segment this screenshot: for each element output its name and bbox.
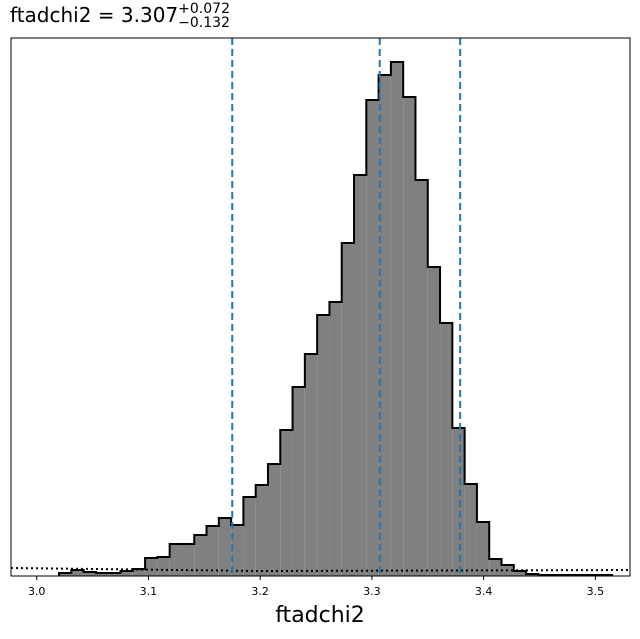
bar [157,557,170,576]
plot-frame [10,37,631,577]
x-tick-label: 3.2 [251,585,269,598]
bar [329,302,342,576]
bar [120,571,133,576]
bar [390,62,404,576]
bar [194,535,207,576]
bar [489,559,502,576]
bar [378,75,391,576]
title-sub: −0.132 [178,15,230,31]
bar [513,571,527,576]
bar [452,428,465,576]
bar [476,522,490,576]
bar [304,354,318,576]
bar [83,572,96,576]
bar [243,497,256,576]
x-tick-label: 3.4 [475,585,493,598]
bar [366,100,379,576]
bar [181,544,195,576]
bar [267,464,281,576]
x-tick-label: 3.1 [140,585,158,598]
title-sup: +0.072 [178,1,230,17]
bar [341,243,355,576]
x-tick-label: 3.3 [363,585,381,598]
bar [95,573,109,576]
bar [415,180,428,576]
bar [317,315,330,576]
prior-line [10,567,631,573]
bar [108,573,121,576]
title-main: ftadchi2 = 3.307 [10,3,178,27]
bar [292,387,305,576]
x-axis-label: ftadchi2 [275,603,365,628]
bar [464,484,477,576]
x-tick-label: 3.0 [28,585,46,598]
bar [231,525,244,576]
bar [427,267,441,576]
bar [169,544,182,576]
bar [354,175,367,576]
bar [280,430,293,576]
bar [206,526,219,576]
histogram-outline [58,61,614,576]
bar [440,323,453,576]
bar [132,569,146,576]
bar [218,518,232,576]
bar [59,573,72,576]
bar [71,570,84,576]
bar [145,558,158,576]
chart-title: ftadchi2 = 3.307+0.072 −0.132 [10,1,230,31]
bar [255,485,268,576]
bar [403,97,416,576]
x-tick-label: 3.5 [587,585,605,598]
